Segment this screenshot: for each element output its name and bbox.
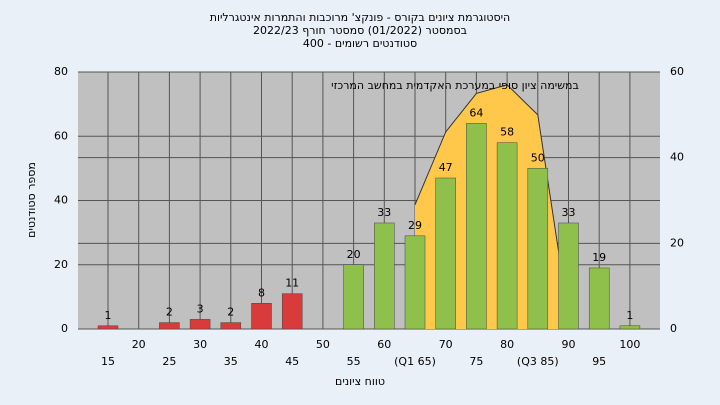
x-tick-label: 75 xyxy=(469,355,483,368)
x-tick-label: 100 xyxy=(619,338,640,351)
x-tick-label: 70 xyxy=(439,338,453,351)
data-label: 33 xyxy=(377,206,391,219)
y2-tick-label: 0 xyxy=(670,322,677,335)
data-label: 1 xyxy=(626,309,633,322)
bars xyxy=(97,123,641,330)
x-tick-label: 40 xyxy=(255,338,269,351)
curve-line xyxy=(414,84,560,257)
bar xyxy=(343,264,364,330)
y2-tick-label: 60 xyxy=(670,65,684,78)
bar xyxy=(374,222,395,330)
data-label: 2 xyxy=(227,306,234,319)
bar xyxy=(466,123,487,330)
x-tick-label: 95 xyxy=(592,355,606,368)
x-tick-label: 55 xyxy=(347,355,361,368)
chart-title: היסטוגרמת ציונים בקורס - פונקצ' מרוכבות … xyxy=(210,11,511,24)
y-axis-label: מספר סטודנטים xyxy=(25,162,38,238)
x-tick-label: 60 xyxy=(377,338,391,351)
bar xyxy=(281,293,303,330)
y-tick-label: 0 xyxy=(61,322,68,335)
data-label: 11 xyxy=(285,277,299,290)
x-tick-label: 50 xyxy=(316,338,330,351)
y-tick-label: 40 xyxy=(54,194,68,207)
chart-subtitle: בסמסטר (01/2022) סמסטר חורף 2022/23 xyxy=(253,24,467,37)
x-tick-label: (Q1 65) xyxy=(394,355,436,368)
y2-tick-label: 40 xyxy=(670,151,684,164)
chart-subtitle: סטודנטים רשומים - 400 xyxy=(303,37,417,50)
annotation: במשימה ציון סופי במערכת האקדמית במחשב המ… xyxy=(331,79,579,92)
data-label: 64 xyxy=(469,106,483,119)
x-tick-label: 35 xyxy=(224,355,238,368)
bar xyxy=(97,325,119,330)
y-tick-label: 20 xyxy=(54,258,68,271)
labels: 0 20 40 60 80 0 20 40 60 15 1 20 25 2 30 3 35 2 40 8 45 11 50 5… xyxy=(54,65,684,368)
bar xyxy=(220,322,242,330)
x-tick-label: (Q3 85) xyxy=(517,355,559,368)
bar xyxy=(251,303,272,330)
bar xyxy=(588,267,610,330)
data-label: 2 xyxy=(166,306,173,319)
data-label: 33 xyxy=(562,206,576,219)
y-tick-label: 80 xyxy=(54,65,68,78)
x-axis-label: טווח ציונים xyxy=(335,375,385,388)
x-tick-label: 30 xyxy=(193,338,207,351)
bar xyxy=(189,319,211,330)
data-label: 3 xyxy=(197,302,204,315)
x-tick-label: 20 xyxy=(132,338,146,351)
bar xyxy=(435,177,456,330)
bar xyxy=(404,235,426,330)
x-tick-label: 90 xyxy=(562,338,576,351)
data-label: 47 xyxy=(439,161,453,174)
data-label: 50 xyxy=(531,151,545,164)
data-label: 8 xyxy=(258,286,265,299)
bar xyxy=(159,322,180,330)
bar xyxy=(527,168,549,330)
bar xyxy=(619,325,641,330)
data-label: 20 xyxy=(347,248,361,261)
x-tick-label: 25 xyxy=(162,355,176,368)
data-label: 29 xyxy=(408,219,422,232)
x-tick-label: 45 xyxy=(285,355,299,368)
x-tick-label: 80 xyxy=(500,338,514,351)
data-label: 1 xyxy=(105,309,112,322)
x-tick-label: 15 xyxy=(101,355,115,368)
y-tick-label: 60 xyxy=(54,129,68,142)
y2-tick-label: 20 xyxy=(670,236,684,249)
bar xyxy=(558,222,579,330)
data-label: 19 xyxy=(592,251,606,264)
data-label: 58 xyxy=(500,126,514,139)
bar xyxy=(496,142,518,330)
